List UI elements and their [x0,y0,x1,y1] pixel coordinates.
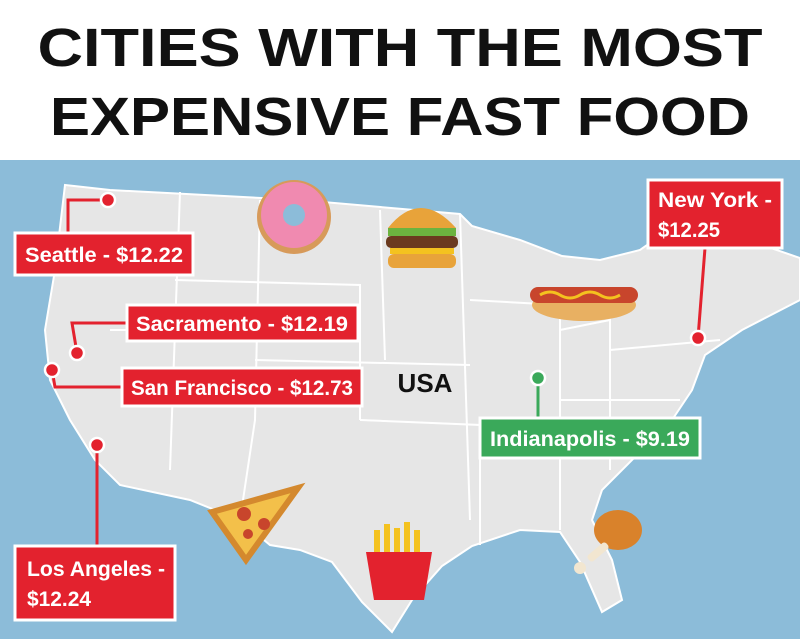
donut-icon [257,180,331,254]
city-dot [689,329,707,347]
city-dot [529,369,547,387]
city-label-box [478,416,702,460]
city-dot [99,191,117,209]
title-line: EXPENSIVE FAST FOOD [50,87,750,147]
chicken-leg-icon [574,510,642,574]
fries-icon [366,522,432,600]
city-label-box [646,178,784,250]
city-label: New York - [658,189,772,212]
city-label-box [13,544,177,622]
burger-icon [386,208,458,268]
city-label: $12.24 [27,588,91,611]
leader-line [70,321,127,354]
title-line: CITIES WITH THE MOST [38,18,763,78]
city-label: Sacramento - $12.19 [136,313,348,336]
city-dot [68,344,86,362]
city-label: $12.25 [658,219,720,242]
leader-line [66,198,108,236]
pizza-icon [207,482,306,566]
city-dot [88,436,106,454]
hotdog-icon [530,287,638,321]
header-background [0,0,800,160]
city-label: Los Angeles - [27,558,165,581]
city-label: Indianapolis - $9.19 [490,428,690,451]
country-label: USA [398,368,453,398]
city-label: San Francisco - $12.73 [131,377,353,400]
city-dot [43,361,61,379]
city-label-box [125,303,360,343]
city-label: Seattle - $12.22 [25,244,183,267]
leader-line [696,247,707,339]
city-label-box [13,231,195,277]
city-label-box [120,366,364,408]
